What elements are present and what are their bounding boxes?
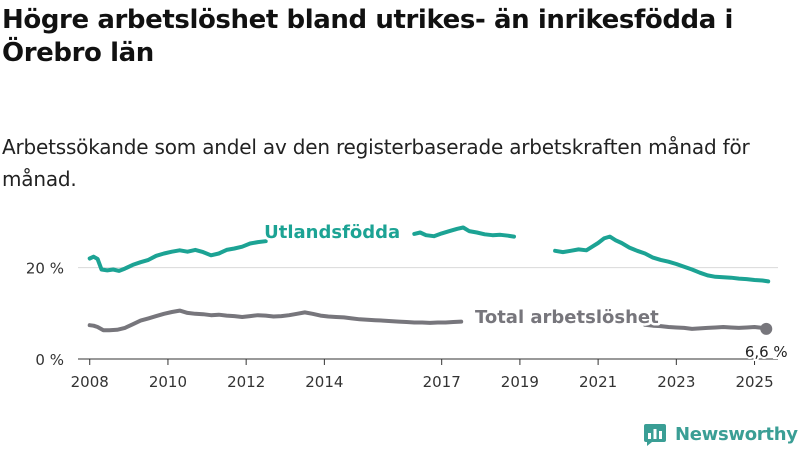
y-tick-label: 0 % (35, 351, 64, 369)
x-tick-label: 2008 (71, 373, 109, 391)
endpoint-value-label: 6,6 % (745, 343, 788, 361)
series-line-utlandsfodda (87, 239, 268, 273)
newsworthy-brand: Newsworthy (643, 421, 798, 447)
series-line-total (643, 322, 769, 331)
endpoint-marker (760, 322, 773, 335)
chart-subtitle: Arbetssökande som andel av den registerb… (2, 135, 750, 191)
chart-title: Högre arbetslöshet bland utrikes- än inr… (2, 5, 734, 68)
brand-name: Newsworthy (675, 423, 798, 445)
x-tick-label: 2012 (227, 373, 265, 391)
y-tick-label: 20 % (26, 260, 64, 278)
x-tick-label: 2023 (657, 373, 695, 391)
x-tick-label: 2025 (735, 373, 773, 391)
x-tick-label: 2014 (305, 373, 343, 391)
series-line-utlandsfodda (553, 234, 771, 284)
series-label: Utlandsfödda (264, 222, 400, 243)
x-tick-label: 2019 (501, 373, 539, 391)
series-line-total (87, 308, 464, 333)
x-tick-label: 2021 (579, 373, 617, 391)
x-tick-label: 2017 (423, 373, 461, 391)
series-line-utlandsfodda (412, 225, 516, 239)
series-label: Total arbetslöshet (475, 307, 659, 328)
bar-chart-logo-icon (644, 424, 666, 446)
x-tick-label: 2010 (149, 373, 187, 391)
